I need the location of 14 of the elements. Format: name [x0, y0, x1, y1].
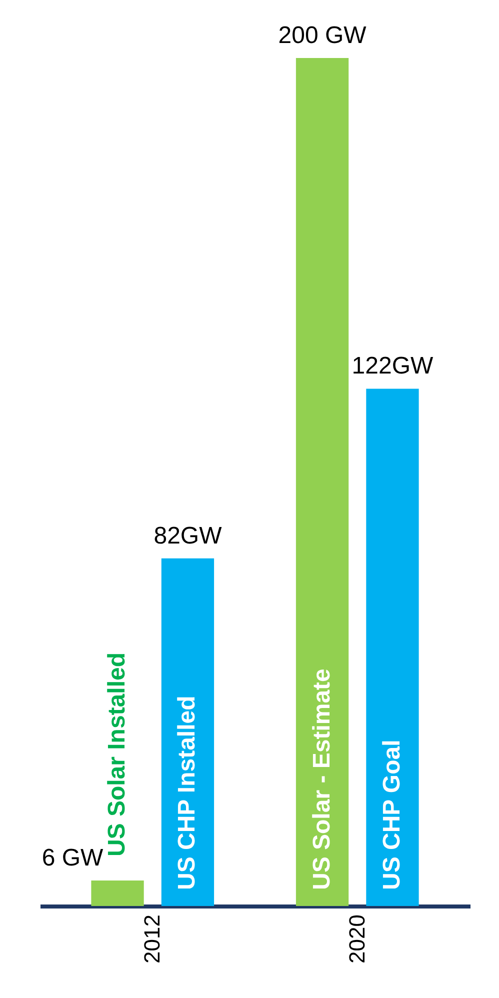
data-label: 122GW	[352, 352, 434, 380]
bar	[91, 880, 144, 906]
bar	[161, 558, 214, 906]
annotation: US Solar - Estimate	[308, 668, 336, 890]
annotation: US Solar Installed	[104, 652, 131, 857]
bar	[296, 58, 349, 906]
data-label: 6 GW	[42, 844, 104, 872]
bar	[366, 388, 419, 906]
data-label: 82GW	[154, 522, 222, 550]
x-tick-label: 2012	[140, 914, 165, 964]
annotation: US CHP Goal	[378, 740, 406, 890]
x-tick-label: 2020	[344, 914, 370, 964]
annotation: US CHP Installed	[174, 696, 201, 890]
data-label: 200 GW	[278, 22, 367, 49]
